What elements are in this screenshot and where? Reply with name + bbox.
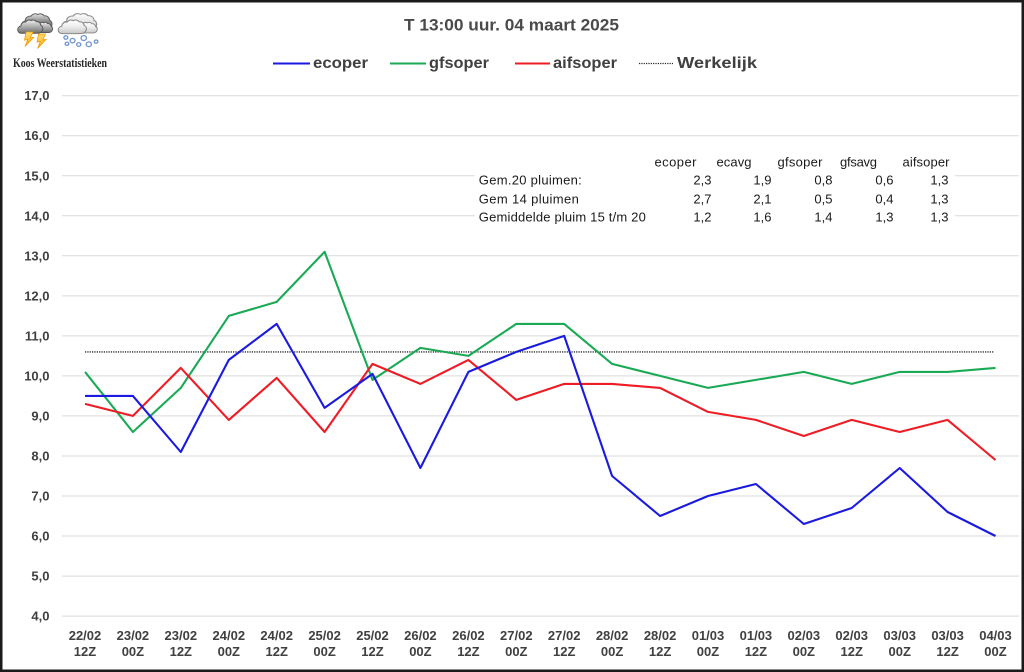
svg-text:ecoper: ecoper: [655, 155, 698, 170]
svg-text:1,3: 1,3: [930, 172, 948, 187]
svg-text:22/02: 22/02: [69, 628, 102, 643]
svg-text:9,0: 9,0: [31, 408, 49, 423]
svg-text:00Z: 00Z: [888, 644, 910, 659]
svg-text:0,6: 0,6: [875, 172, 893, 187]
svg-text:03/03: 03/03: [883, 628, 916, 643]
svg-text:10,0: 10,0: [24, 368, 49, 383]
svg-text:04/03: 04/03: [979, 628, 1012, 643]
svg-text:01/03: 01/03: [740, 628, 773, 643]
svg-text:aifsoper: aifsoper: [553, 55, 617, 72]
svg-text:23/02: 23/02: [165, 628, 198, 643]
svg-text:12Z: 12Z: [170, 644, 192, 659]
svg-text:Gem.20 pluimen:: Gem.20 pluimen:: [479, 172, 582, 187]
svg-text:6,0: 6,0: [31, 529, 49, 544]
svg-text:00Z: 00Z: [409, 644, 431, 659]
svg-text:28/02: 28/02: [644, 628, 677, 643]
svg-text:25/02: 25/02: [308, 628, 341, 643]
svg-text:1,4: 1,4: [814, 210, 832, 225]
svg-text:1,3: 1,3: [930, 210, 948, 225]
svg-text:0,4: 0,4: [875, 192, 893, 207]
svg-text:26/02: 26/02: [452, 628, 485, 643]
svg-text:12Z: 12Z: [265, 644, 287, 659]
svg-text:00Z: 00Z: [984, 644, 1006, 659]
svg-text:03/03: 03/03: [931, 628, 964, 643]
svg-text:4,0: 4,0: [31, 609, 49, 624]
svg-text:01/03: 01/03: [692, 628, 725, 643]
svg-text:00Z: 00Z: [793, 644, 815, 659]
svg-text:1,6: 1,6: [753, 210, 771, 225]
svg-text:0,5: 0,5: [814, 192, 832, 207]
svg-text:02/03: 02/03: [788, 628, 821, 643]
svg-text:00Z: 00Z: [122, 644, 144, 659]
svg-text:12Z: 12Z: [553, 644, 575, 659]
svg-text:00Z: 00Z: [697, 644, 719, 659]
svg-text:2,7: 2,7: [693, 192, 711, 207]
svg-text:Gem 14 pluimen: Gem 14 pluimen: [479, 192, 579, 207]
svg-text:24/02: 24/02: [260, 628, 293, 643]
svg-text:27/02: 27/02: [500, 628, 533, 643]
svg-text:Koos Weerstatistieken: Koos Weerstatistieken: [13, 56, 107, 70]
svg-text:00Z: 00Z: [505, 644, 527, 659]
svg-text:12Z: 12Z: [840, 644, 862, 659]
svg-text:28/02: 28/02: [596, 628, 629, 643]
svg-text:2,1: 2,1: [753, 192, 771, 207]
svg-text:1,3: 1,3: [875, 210, 893, 225]
svg-text:24/02: 24/02: [213, 628, 246, 643]
svg-text:1,3: 1,3: [930, 192, 948, 207]
svg-text:gfsavg: gfsavg: [840, 155, 877, 170]
svg-text:25/02: 25/02: [356, 628, 389, 643]
svg-text:27/02: 27/02: [548, 628, 581, 643]
svg-text:aifsoper: aifsoper: [903, 155, 951, 170]
svg-text:23/02: 23/02: [117, 628, 150, 643]
svg-text:1,9: 1,9: [753, 172, 771, 187]
svg-text:7,0: 7,0: [31, 489, 49, 504]
svg-text:ecoper: ecoper: [313, 55, 368, 72]
svg-text:00Z: 00Z: [313, 644, 335, 659]
svg-text:00Z: 00Z: [218, 644, 240, 659]
svg-text:00Z: 00Z: [601, 644, 623, 659]
svg-text:13,0: 13,0: [24, 248, 49, 263]
svg-text:26/02: 26/02: [404, 628, 437, 643]
svg-text:16,0: 16,0: [24, 128, 49, 143]
svg-text:T 13:00 uur. 04 maart 2025: T 13:00 uur. 04 maart 2025: [404, 16, 619, 35]
svg-text:Werkelijk: Werkelijk: [677, 55, 757, 72]
svg-text:12Z: 12Z: [361, 644, 383, 659]
svg-text:12Z: 12Z: [74, 644, 96, 659]
svg-text:11,0: 11,0: [25, 328, 50, 343]
svg-text:ecavg: ecavg: [717, 155, 752, 170]
svg-text:12Z: 12Z: [649, 644, 671, 659]
svg-text:12,0: 12,0: [24, 288, 49, 303]
svg-text:15,0: 15,0: [24, 168, 49, 183]
svg-text:5,0: 5,0: [31, 569, 49, 584]
svg-text:02/03: 02/03: [835, 628, 868, 643]
svg-text:2,3: 2,3: [693, 172, 711, 187]
svg-text:12Z: 12Z: [457, 644, 479, 659]
svg-text:14,0: 14,0: [24, 208, 49, 223]
svg-text:12Z: 12Z: [745, 644, 767, 659]
svg-text:0,8: 0,8: [814, 172, 832, 187]
svg-text:Gemiddelde pluim 15 t/m 20: Gemiddelde pluim 15 t/m 20: [479, 210, 646, 225]
svg-text:8,0: 8,0: [31, 449, 49, 464]
svg-text:gfsoper: gfsoper: [429, 55, 489, 72]
svg-text:gfsoper: gfsoper: [778, 155, 824, 170]
svg-text:1,2: 1,2: [693, 210, 711, 225]
svg-text:17,0: 17,0: [24, 88, 49, 103]
svg-text:12Z: 12Z: [936, 644, 958, 659]
